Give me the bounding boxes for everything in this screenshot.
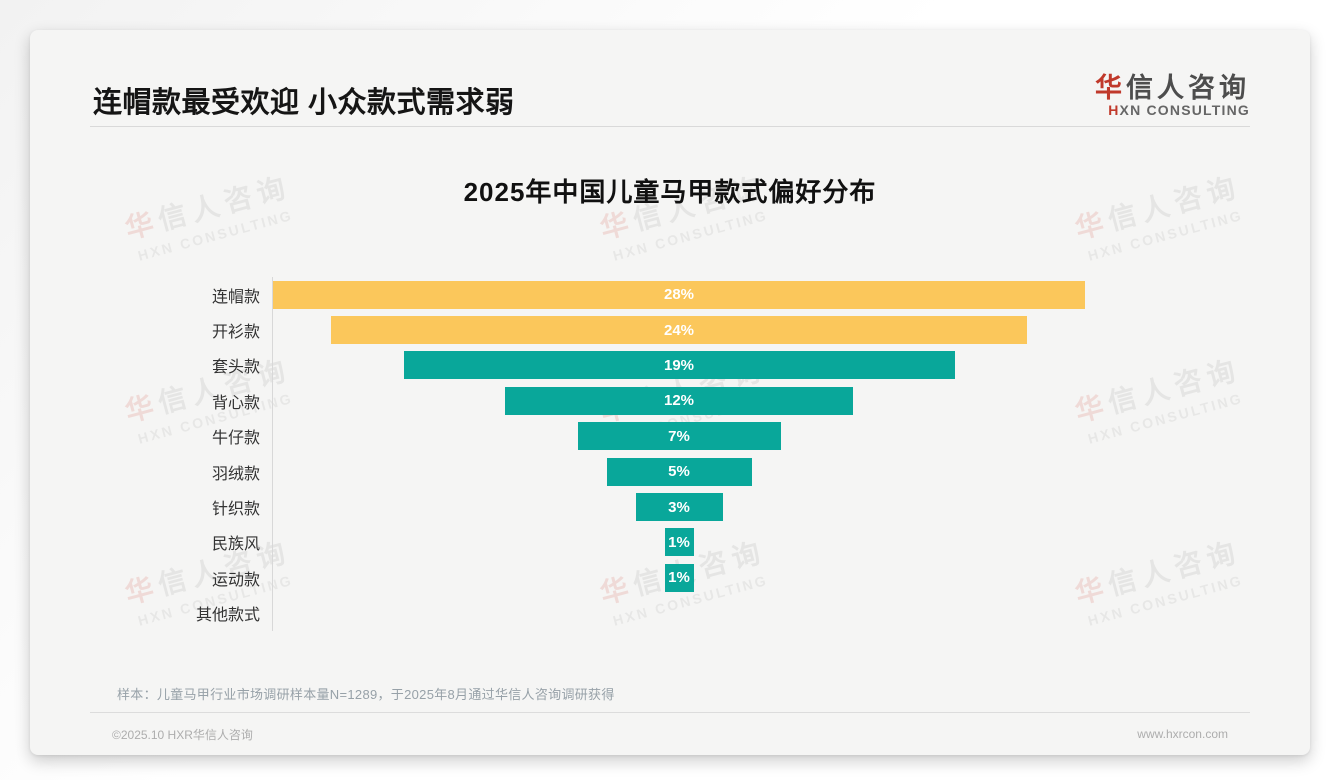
funnel-bar: 5%	[606, 457, 752, 486]
category-label: 民族风	[211, 536, 260, 554]
funnel-row: 牛仔款 7%	[90, 418, 1250, 454]
bar-value-label: 12%	[663, 392, 695, 410]
funnel-bar: 12%	[505, 386, 853, 415]
sample-note: 样本：儿童马甲行业市场调研样本量N=1289，于2025年8月通过华信人咨询调研…	[117, 687, 615, 702]
logo-text-en: HXN CONSULTING	[1108, 102, 1250, 119]
bar-value-label: 1%	[668, 533, 690, 551]
category-label: 背心款	[211, 394, 260, 412]
bar-value-label: 28%	[663, 286, 695, 304]
plot-cell: 5%	[272, 453, 1250, 490]
category-label: 牛仔款	[211, 430, 260, 448]
plot-cell: 1%	[272, 524, 1250, 561]
category-label: 运动款	[211, 571, 260, 589]
plot-cell: 1%	[272, 560, 1250, 596]
category-label: 连帽款	[211, 288, 260, 306]
funnel-bar: 3%	[635, 493, 723, 522]
plot-cell: 28%	[272, 277, 1250, 313]
category-label: 羽绒款	[211, 465, 260, 483]
plot-cell: 19%	[272, 347, 1250, 384]
funnel-row: 开衫款 24%	[90, 312, 1250, 348]
website-url: www.hxrcon.com	[1137, 727, 1228, 741]
bar-value-label: 24%	[663, 321, 695, 339]
category-label: 开衫款	[211, 324, 260, 342]
company-logo: 华信人咨询 HXN CONSULTING	[1095, 74, 1250, 118]
funnel-row: 羽绒款 5%	[90, 453, 1250, 490]
category-label: 其他款式	[195, 607, 260, 625]
plot-cell	[272, 595, 1250, 631]
funnel-row: 其他款式	[90, 595, 1250, 631]
plot-cell: 24%	[272, 312, 1250, 348]
funnel-row: 针织款 3%	[90, 489, 1250, 525]
funnel-bar: 7%	[577, 422, 781, 451]
bar-value-label: 19%	[663, 356, 695, 374]
header: 连帽款最受欢迎 小众款式需求弱 华信人咨询 HXN CONSULTING	[90, 30, 1250, 127]
bar-value-label: 7%	[668, 427, 690, 445]
page-title: 连帽款最受欢迎 小众款式需求弱	[93, 87, 515, 119]
funnel-bar: 24%	[331, 316, 1027, 345]
chart-section: 2025年中国儿童马甲款式偏好分布 连帽款 28% 开衫款 24% 套头款 19% 背心款 1…	[30, 172, 1310, 631]
logo-text-cn: 华信人咨询	[1095, 72, 1250, 103]
funnel-row: 背心款 12%	[90, 383, 1250, 419]
funnel-bar: 1%	[664, 563, 694, 592]
funnel-row: 运动款 1%	[90, 560, 1250, 596]
bar-value-label: 5%	[668, 463, 690, 481]
copyright-text: ©2025.10 HXR华信人咨询	[112, 727, 253, 742]
footer: ©2025.10 HXR华信人咨询 www.hxrcon.com	[90, 712, 1250, 755]
funnel-bar: 19%	[403, 351, 955, 380]
funnel-chart: 连帽款 28% 开衫款 24% 套头款 19% 背心款 12% 牛仔款 7% 羽绒款 5% 针织款 3% 民…	[90, 277, 1250, 631]
funnel-row: 连帽款 28%	[90, 277, 1250, 313]
funnel-row: 民族风 1%	[90, 524, 1250, 561]
report-card: 华信人咨询 HXN CONSULTING 华信人咨询 HXN CONSULTING 华信…	[30, 30, 1310, 755]
category-label: 套头款	[211, 359, 260, 377]
plot-cell: 7%	[272, 418, 1250, 454]
funnel-bar: 1%	[664, 528, 694, 557]
chart-title: 2025年中国儿童马甲款式偏好分布	[463, 177, 877, 207]
plot-cell: 12%	[272, 383, 1250, 419]
funnel-bar: 28%	[273, 280, 1085, 309]
category-label: 针织款	[211, 501, 260, 519]
plot-cell: 3%	[272, 489, 1250, 525]
bar-value-label: 1%	[668, 569, 690, 587]
bar-value-label: 3%	[668, 498, 690, 516]
funnel-row: 套头款 19%	[90, 347, 1250, 384]
